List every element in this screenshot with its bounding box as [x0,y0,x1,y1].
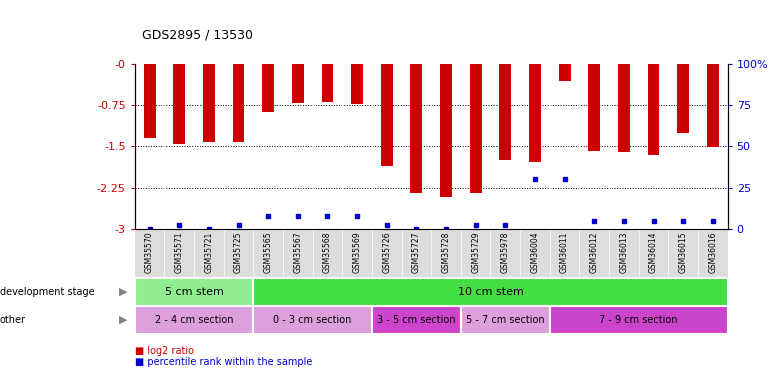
Text: GSM36011: GSM36011 [560,231,569,273]
Text: GDS2895 / 13530: GDS2895 / 13530 [142,28,253,41]
Bar [263,64,274,112]
Text: GSM35729: GSM35729 [471,231,480,273]
Bar [144,64,156,138]
Bar [618,64,630,152]
Bar [529,64,541,162]
Bar [292,64,303,104]
Text: 2 - 4 cm section: 2 - 4 cm section [155,315,233,325]
Text: 0 - 3 cm section: 0 - 3 cm section [273,315,352,325]
Bar [322,64,333,102]
Text: GSM35721: GSM35721 [204,231,213,273]
Bar [588,64,600,151]
Text: ▶: ▶ [119,286,127,297]
Bar [440,64,452,197]
Text: 5 cm stem: 5 cm stem [165,286,223,297]
Text: ■ log2 ratio: ■ log2 ratio [135,346,194,355]
Bar [550,306,728,334]
Text: 7 - 9 cm section: 7 - 9 cm section [600,315,678,325]
Text: GSM36016: GSM36016 [708,231,718,273]
Bar [253,278,728,306]
Bar [173,64,185,144]
Bar [135,306,253,334]
Text: GSM35727: GSM35727 [412,231,421,273]
Bar [410,64,422,193]
Text: GSM35725: GSM35725 [234,231,243,273]
Bar [135,278,253,306]
Text: GSM35565: GSM35565 [263,231,273,273]
Bar [372,306,461,334]
Text: ▶: ▶ [119,315,127,325]
Text: 5 - 7 cm section: 5 - 7 cm section [466,315,544,325]
Bar [381,64,393,165]
Text: GSM35568: GSM35568 [323,231,332,273]
Bar [678,64,689,132]
Text: GSM35728: GSM35728 [441,231,450,273]
Text: GSM36014: GSM36014 [649,231,658,273]
Bar [707,64,718,147]
Bar [351,64,363,104]
Bar [500,64,511,160]
Bar [461,306,550,334]
Bar [470,64,481,193]
Text: GSM36013: GSM36013 [619,231,628,273]
Text: 10 cm stem: 10 cm stem [457,286,524,297]
Bar [203,64,215,142]
Bar [648,64,659,154]
Text: GSM35978: GSM35978 [500,231,510,273]
Text: other: other [0,315,26,325]
Text: GSM35567: GSM35567 [293,231,303,273]
Text: ■ percentile rank within the sample: ■ percentile rank within the sample [135,357,312,367]
Bar [253,306,372,334]
Text: GSM35569: GSM35569 [353,231,362,273]
Text: GSM35570: GSM35570 [145,231,154,273]
Text: GSM36012: GSM36012 [590,231,599,273]
Text: GSM35726: GSM35726 [382,231,391,273]
Text: GSM36015: GSM36015 [678,231,688,273]
Bar [559,64,571,81]
Text: 3 - 5 cm section: 3 - 5 cm section [377,315,456,325]
Text: GSM36004: GSM36004 [531,231,540,273]
Text: development stage: development stage [0,286,95,297]
Bar [233,64,244,142]
Text: GSM35571: GSM35571 [175,231,184,273]
